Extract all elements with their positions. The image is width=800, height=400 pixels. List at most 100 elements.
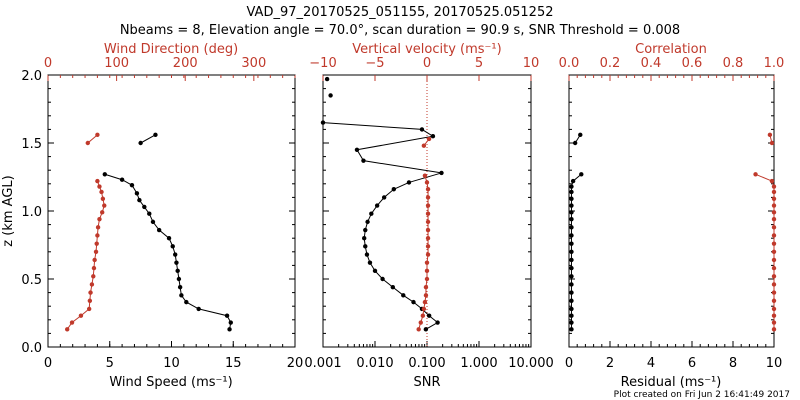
series-line — [322, 122, 442, 330]
data-point — [363, 244, 368, 249]
x-bottom-tick-label: 0.001 — [304, 356, 341, 371]
x-top-tick-label: 300 — [241, 56, 266, 71]
x-top-tick-label: 200 — [173, 56, 198, 71]
data-point — [119, 177, 125, 182]
data-point — [767, 132, 773, 138]
series-line — [570, 173, 582, 330]
data-point — [425, 219, 431, 225]
data-point — [363, 227, 368, 233]
data-point — [424, 276, 430, 282]
x-bottom-tick-label: 6 — [688, 356, 696, 371]
data-point — [361, 158, 366, 163]
data-point — [569, 327, 574, 332]
data-point — [170, 244, 175, 249]
x-bottom-tick-label: 1.000 — [460, 356, 497, 371]
data-point — [224, 313, 230, 318]
figure-subtitle: Nbeams = 8, Elevation angle = 70.0°, sca… — [120, 23, 680, 38]
data-point — [102, 203, 107, 208]
figure-title: VAD_97_20170525_051155, 20170525.051252 — [247, 5, 554, 20]
data-point — [569, 241, 574, 246]
data-point — [421, 143, 427, 148]
x-top-tick-label: 0.8 — [723, 56, 744, 71]
x-bottom-tick-label: 4 — [647, 356, 655, 371]
data-point — [771, 249, 777, 254]
data-point — [175, 268, 180, 274]
data-point — [150, 219, 156, 225]
x-bottom-tick-label: 10 — [163, 356, 180, 371]
data-point — [142, 204, 147, 210]
data-point — [177, 284, 183, 290]
data-point — [153, 132, 158, 138]
x-top-tick-label: 0.0 — [559, 56, 580, 71]
x-top-tick-label: 100 — [104, 56, 129, 71]
data-point — [426, 313, 432, 318]
data-point — [176, 276, 182, 282]
data-point — [569, 203, 574, 208]
data-point — [372, 268, 378, 274]
wind-panel-frame — [47, 74, 296, 348]
data-point — [771, 257, 777, 263]
data-point — [570, 178, 576, 184]
data-point — [94, 241, 99, 246]
data-point — [416, 327, 421, 332]
data-point — [771, 327, 777, 332]
data-point — [425, 227, 431, 233]
snr-panel-xlabel-bottom: SNR — [413, 375, 440, 390]
snr-panel: SNR Vertical velocity (ms⁻¹) 0.001 0.010 0… — [304, 42, 553, 390]
data-point — [381, 195, 387, 200]
data-point — [424, 268, 430, 274]
data-point — [419, 127, 425, 132]
series-line — [755, 173, 775, 330]
residual-panel-xlabel-bottom: Residual (ms⁻¹) — [621, 375, 722, 390]
data-point — [569, 306, 574, 312]
wind-panel-xlabel-bottom: Wind Speed (ms⁻¹) — [109, 375, 232, 390]
x-bottom-tick-label: 0 — [565, 356, 573, 371]
data-point — [771, 306, 777, 312]
data-point — [421, 306, 427, 312]
data-point — [771, 210, 777, 215]
data-point — [771, 233, 777, 238]
data-point — [227, 327, 232, 332]
data-point — [129, 182, 135, 188]
data-point — [425, 236, 431, 241]
data-point — [769, 178, 775, 184]
data-point — [423, 293, 429, 298]
data-point — [134, 191, 140, 196]
plot-footer: Plot created on Fri Jun 2 16:41:49 2017 — [614, 390, 790, 400]
data-point — [569, 196, 574, 201]
data-point — [390, 284, 396, 290]
data-point — [423, 327, 429, 332]
data-point — [439, 170, 444, 176]
x-bottom-tick-label: 20 — [287, 356, 304, 371]
series-line — [66, 180, 105, 330]
data-point — [572, 140, 578, 146]
y-tick-label: 0.0 — [21, 341, 42, 356]
data-point — [771, 320, 777, 325]
data-point — [179, 293, 184, 298]
data-point — [324, 76, 330, 82]
wind-panel-ylabel: z (km AGL) — [1, 175, 16, 246]
data-point — [771, 298, 777, 303]
data-point — [771, 274, 777, 279]
x-top-tick-label: −5 — [365, 56, 384, 71]
x-bottom-tick-label: 10 — [766, 356, 783, 371]
x-top-tick-label: 0.4 — [641, 56, 662, 71]
data-point — [86, 306, 92, 312]
data-point — [771, 216, 777, 222]
data-point — [430, 134, 436, 139]
data-point — [569, 313, 574, 318]
data-point — [569, 184, 574, 189]
data-point — [569, 225, 574, 230]
data-point — [569, 290, 574, 295]
data-point — [95, 233, 100, 238]
data-point — [184, 299, 189, 305]
x-bottom-tick-label: 5 — [106, 356, 114, 371]
residual-panel: Residual (ms⁻¹) Correlation 0 2 4 6 8 10 0.0 0.… — [559, 42, 785, 390]
data-point — [569, 257, 574, 263]
data-point — [354, 147, 360, 152]
data-point — [771, 265, 777, 271]
y-tick-label: 2.0 — [21, 69, 42, 84]
data-point — [569, 265, 574, 271]
data-point — [95, 132, 100, 138]
